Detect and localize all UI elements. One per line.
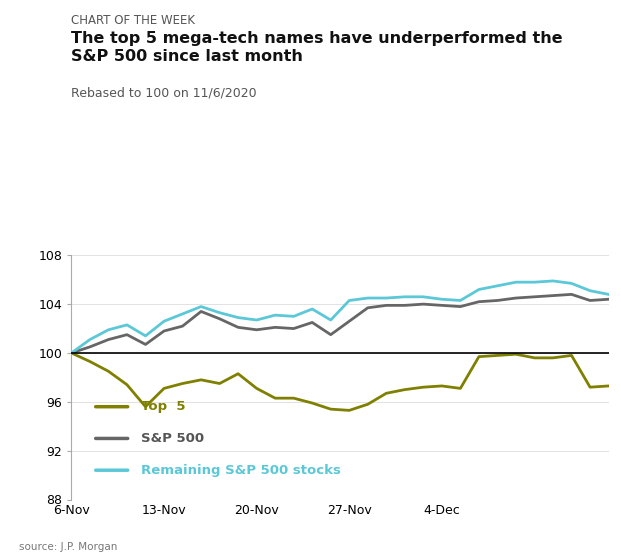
Text: Rebased to 100 on 11/6/2020: Rebased to 100 on 11/6/2020 [71,86,257,99]
Text: source: J.P. Morgan: source: J.P. Morgan [19,542,117,552]
Text: CHART OF THE WEEK: CHART OF THE WEEK [71,14,196,27]
Text: Remaining S&P 500 stocks: Remaining S&P 500 stocks [141,463,341,477]
Text: S&P 500: S&P 500 [141,432,204,445]
Text: Top  5: Top 5 [141,400,186,413]
Text: The top 5 mega-tech names have underperformed the
S&P 500 since last month: The top 5 mega-tech names have underperf… [71,31,563,64]
